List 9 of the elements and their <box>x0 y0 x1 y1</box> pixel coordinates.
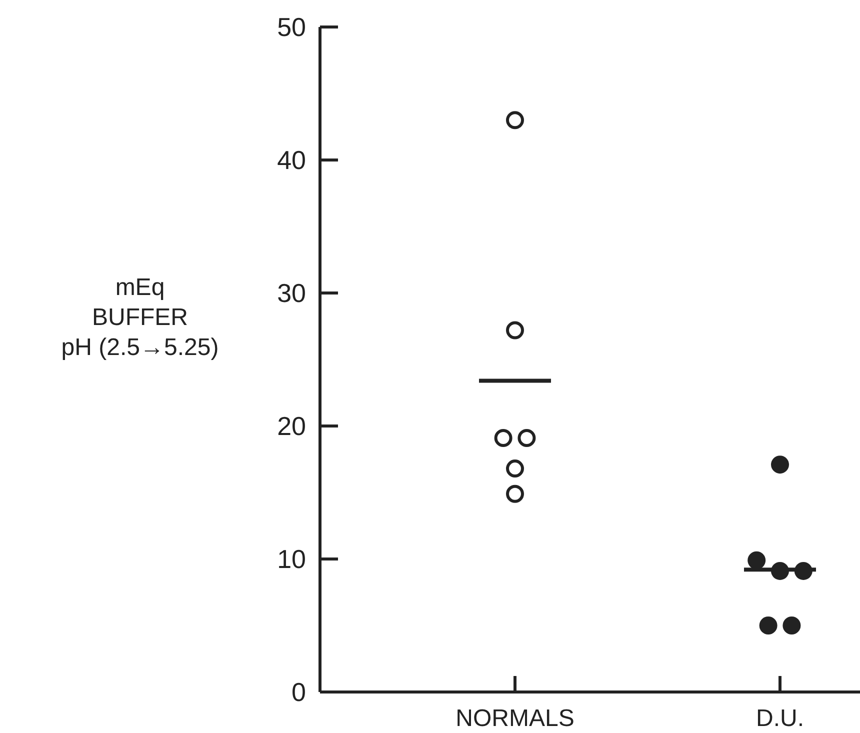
y-tick-label: 10 <box>277 544 306 574</box>
y-axis-title: mEq BUFFER pH (2.5→5.25) <box>61 274 219 361</box>
y-tick-label: 50 <box>277 12 306 42</box>
y-tick-label: 40 <box>277 145 306 176</box>
y-tick-label: 20 <box>277 411 306 442</box>
y-tick-label: 0 <box>292 677 306 708</box>
x-tick-label: NORMALS <box>456 705 574 732</box>
y-tick-label: 30 <box>277 278 306 308</box>
x-tick-label: D.U. <box>756 705 804 732</box>
